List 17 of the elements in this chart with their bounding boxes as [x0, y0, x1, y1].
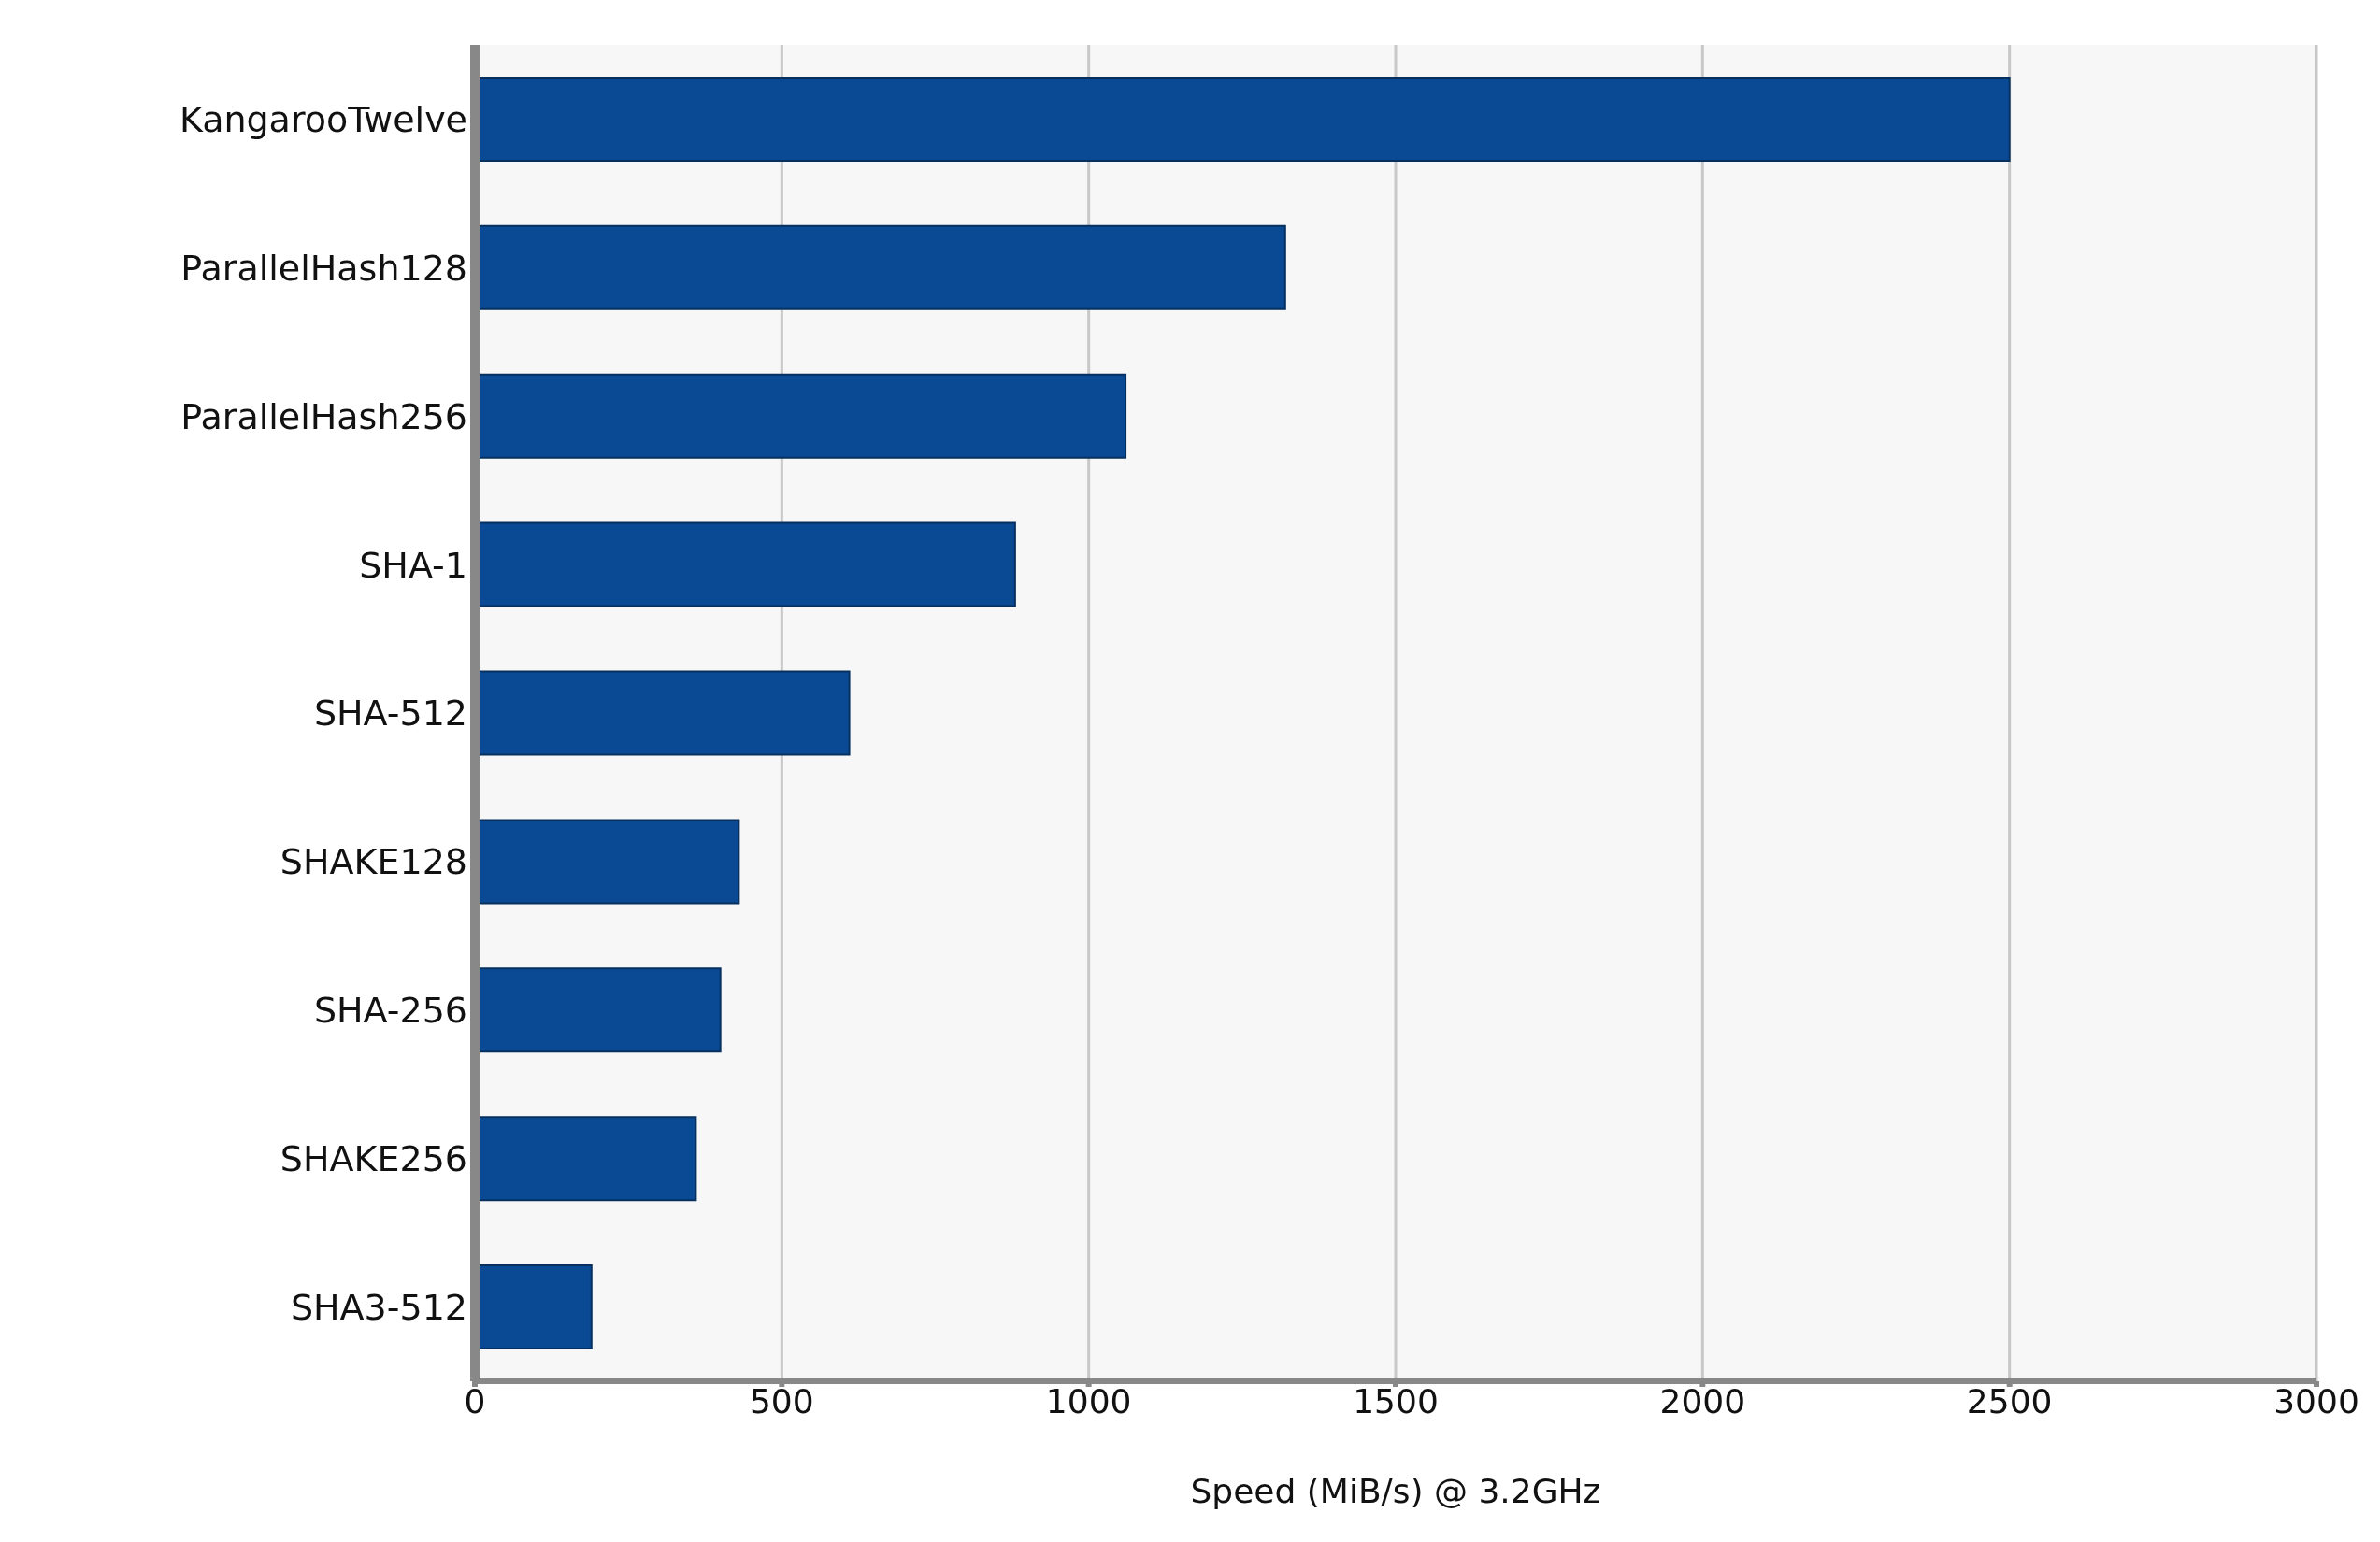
x-tick-label: 500 [749, 1381, 814, 1421]
x-tick-label: 2000 [1659, 1381, 1746, 1421]
y-tick-label: SHA-1 [359, 544, 467, 586]
x-tick-label: 3000 [2273, 1381, 2359, 1421]
y-tick-label: SHA3-512 [290, 1287, 467, 1329]
y-tick-label: KangarooTwelve [179, 98, 467, 140]
x-axis-title: Speed (MiB/s) @ 3.2GHz [1190, 1472, 1601, 1510]
y-tick-label: SHAKE256 [280, 1138, 467, 1180]
y-tick-label: ParallelHash128 [180, 247, 467, 289]
y-tick-label: SHA-512 [313, 692, 467, 735]
x-tick-label: 1500 [1353, 1381, 1439, 1421]
x-tick-label: 0 [464, 1381, 486, 1421]
y-tick-label: SHA-256 [313, 990, 467, 1032]
y-tick-label: SHAKE128 [280, 841, 467, 883]
x-tick-label: 2500 [1966, 1381, 2053, 1421]
y-tick-label: ParallelHash256 [180, 395, 467, 437]
x-tick-label: 1000 [1045, 1381, 1132, 1421]
